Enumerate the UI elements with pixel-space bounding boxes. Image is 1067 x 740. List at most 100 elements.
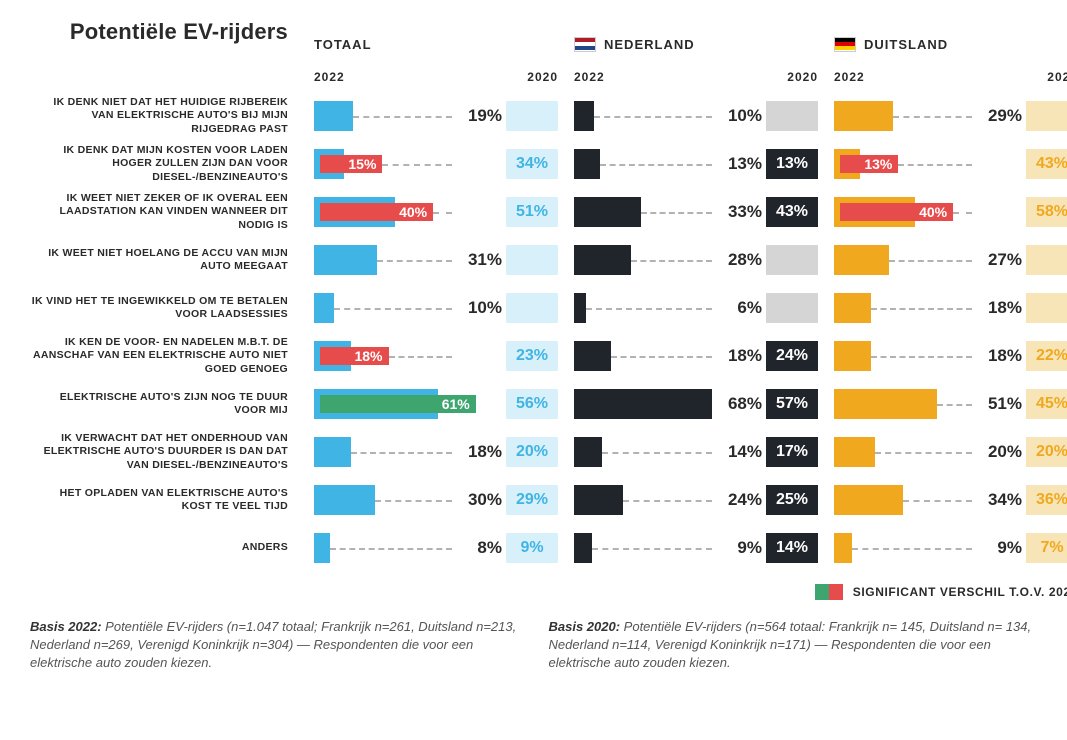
value-2022: 33% (714, 202, 762, 222)
row-label: IK KEN DE VOOR- EN NADELEN M.B.T. DE AAN… (30, 332, 298, 380)
significance-overlay: 40% (840, 203, 953, 221)
data-cell: 20%20% (834, 428, 1067, 476)
connector-dash (592, 548, 712, 550)
connector-dash (953, 212, 972, 214)
legend-text: SIGNIFICANT VERSCHIL T.O.V. 2020 (853, 585, 1067, 599)
connector-dash (893, 116, 972, 118)
data-cell: 15%34% (314, 140, 558, 188)
bar-2022 (834, 389, 937, 419)
bar-2022 (574, 437, 602, 467)
bar-2022 (834, 533, 852, 563)
value-2022: 8% (454, 538, 502, 558)
value-2022: 14% (714, 442, 762, 462)
connector-dash (330, 548, 452, 550)
data-cell: 18% (834, 284, 1067, 332)
value-2020-box (1026, 101, 1067, 131)
value-2020-box (1026, 245, 1067, 275)
duitsland-flag-icon (834, 37, 856, 52)
bar-2022 (314, 101, 353, 131)
year-current: 2022 (834, 70, 865, 84)
year-labels-nederland: 20222020 (574, 68, 818, 92)
value-2022: 19% (454, 106, 502, 126)
footnote-right-bold: Basis 2020: (549, 619, 621, 634)
col-header-label: TOTAAL (314, 37, 372, 52)
bar-2022 (834, 437, 875, 467)
row-label: IK DENK DAT MIJN KOSTEN VOOR LADEN HOGER… (30, 140, 298, 188)
footnote-left: Basis 2022: Potentiële EV-rijders (n=1.0… (30, 618, 519, 673)
connector-dash (353, 116, 452, 118)
connector-dash (889, 260, 972, 262)
footnote-left-text: Potentiële EV-rijders (n=1.047 totaal; F… (30, 619, 516, 670)
value-2022: 24% (714, 490, 762, 510)
bar-2022 (314, 533, 330, 563)
value-2022: 68% (714, 394, 762, 414)
value-2022: 29% (974, 106, 1022, 126)
value-2020-box: 24% (766, 341, 818, 371)
value-2020-box: 29% (506, 485, 558, 515)
bar-2022 (834, 245, 889, 275)
connector-dash (389, 356, 452, 358)
data-cell: 30%29% (314, 476, 558, 524)
data-cell: 18%22% (834, 332, 1067, 380)
bar-2022 (574, 149, 600, 179)
value-2020-box: 13% (766, 149, 818, 179)
bar-2022 (834, 293, 871, 323)
value-2020-box: 14% (766, 533, 818, 563)
legend-swatch-icon (815, 584, 843, 600)
value-2022: 9% (714, 538, 762, 558)
bar-2022 (314, 293, 334, 323)
col-header-label: NEDERLAND (604, 37, 695, 52)
row-label: IK WEET NIET HOELANG DE ACCU VAN MIJN AU… (30, 236, 298, 284)
connector-dash (382, 164, 452, 166)
value-2022: 10% (454, 298, 502, 318)
value-2020-box: 36% (1026, 485, 1067, 515)
value-2022: 18% (714, 346, 762, 366)
value-2022: 27% (974, 250, 1022, 270)
value-2022: 30% (454, 490, 502, 510)
value-2020-box: 58% (1026, 197, 1067, 227)
data-cell: 34%36% (834, 476, 1067, 524)
data-cell: 61%56% (314, 380, 558, 428)
value-2020-box (506, 245, 558, 275)
value-2020-box (506, 293, 558, 323)
data-cell: 13%13% (574, 140, 818, 188)
bar-2022 (574, 485, 623, 515)
data-cell: 51%45% (834, 380, 1067, 428)
data-cell: 8%9% (314, 524, 558, 572)
col-header-nederland: NEDERLAND (574, 20, 818, 68)
year-previous: 2020 (787, 70, 818, 84)
connector-dash (586, 308, 712, 310)
value-2022: 18% (454, 442, 502, 462)
connector-dash (334, 308, 452, 310)
connector-dash (623, 500, 712, 502)
value-2022: 9% (974, 538, 1022, 558)
data-cell: 18%23% (314, 332, 558, 380)
bar-2022 (574, 245, 631, 275)
connector-dash (852, 548, 972, 550)
value-2020-box: 43% (766, 197, 818, 227)
connector-dash (903, 500, 972, 502)
footnote-left-bold: Basis 2022: (30, 619, 102, 634)
connector-dash (871, 356, 972, 358)
connector-dash (871, 308, 972, 310)
connector-dash (600, 164, 712, 166)
value-2020-box: 51% (506, 197, 558, 227)
value-2022: 10% (714, 106, 762, 126)
bar-2022 (574, 341, 611, 371)
value-2020-box (1026, 293, 1067, 323)
ev-chart: Potentiële EV-rijdersTOTAALNEDERLANDDUIT… (30, 20, 1037, 600)
data-cell: 29% (834, 92, 1067, 140)
data-cell: 31% (314, 236, 558, 284)
value-2020-box: 20% (506, 437, 558, 467)
bar-2022 (574, 293, 586, 323)
data-cell: 18%20% (314, 428, 558, 476)
value-2022: 18% (974, 298, 1022, 318)
connector-dash (433, 212, 452, 214)
connector-dash (898, 164, 972, 166)
value-2022: 34% (974, 490, 1022, 510)
bar-2022 (574, 101, 594, 131)
year-previous: 2020 (1047, 70, 1067, 84)
value-2020-box (766, 293, 818, 323)
row-label: HET OPLADEN VAN ELEKTRISCHE AUTO'S KOST … (30, 476, 298, 524)
bar-2022 (574, 389, 712, 419)
